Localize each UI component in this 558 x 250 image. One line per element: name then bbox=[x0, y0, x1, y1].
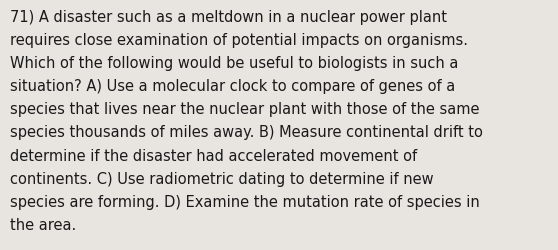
Text: situation? A) Use a molecular clock to compare of genes of a: situation? A) Use a molecular clock to c… bbox=[10, 79, 455, 94]
Text: determine if the disaster had accelerated movement of: determine if the disaster had accelerate… bbox=[10, 148, 417, 163]
Text: species that lives near the nuclear plant with those of the same: species that lives near the nuclear plan… bbox=[10, 102, 479, 117]
Text: requires close examination of potential impacts on organisms.: requires close examination of potential … bbox=[10, 33, 468, 48]
Text: 71) A disaster such as a meltdown in a nuclear power plant: 71) A disaster such as a meltdown in a n… bbox=[10, 10, 447, 25]
Text: species thousands of miles away. B) Measure continental drift to: species thousands of miles away. B) Meas… bbox=[10, 125, 483, 140]
Text: Which of the following would be useful to biologists in such a: Which of the following would be useful t… bbox=[10, 56, 459, 71]
Text: species are forming. D) Examine the mutation rate of species in: species are forming. D) Examine the muta… bbox=[10, 194, 480, 209]
Text: continents. C) Use radiometric dating to determine if new: continents. C) Use radiometric dating to… bbox=[10, 171, 434, 186]
Text: the area.: the area. bbox=[10, 217, 76, 232]
